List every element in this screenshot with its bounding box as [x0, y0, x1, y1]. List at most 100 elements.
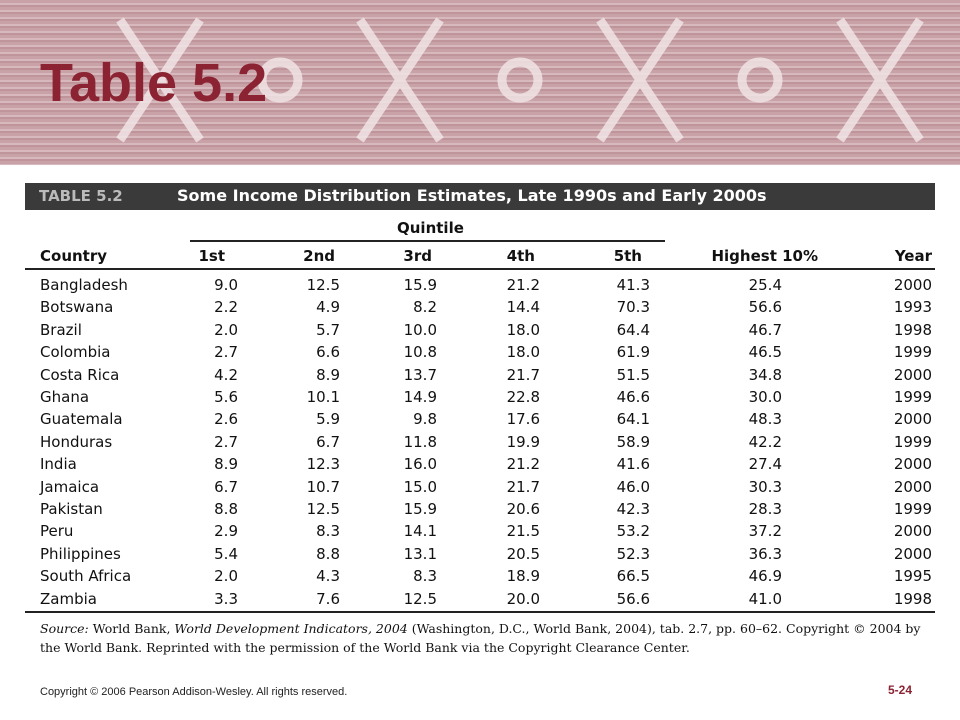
cell: 2.7	[214, 343, 238, 362]
cell: 20.5	[506, 544, 540, 563]
cell: 18.0	[506, 320, 540, 339]
cell: 27.4	[748, 455, 782, 474]
cell: 12.5	[306, 500, 340, 518]
cell: 1998	[893, 320, 932, 339]
source-note: Source: World Bank, World Development In…	[40, 619, 930, 657]
cell: 14.9	[403, 388, 437, 406]
cell: 15.0	[403, 477, 437, 496]
bottom-rule	[25, 611, 935, 613]
cell: 8.8	[214, 500, 238, 518]
cell: 17.6	[506, 410, 540, 429]
cell: 2000	[893, 477, 932, 496]
cell: 61.9	[616, 343, 650, 362]
row-label: Philippines	[40, 544, 121, 563]
cell: 1999	[893, 343, 932, 362]
header-rule	[25, 268, 935, 270]
cell: 2000	[893, 410, 932, 429]
row-label: Jamaica	[40, 477, 100, 496]
cell: 9.0	[214, 276, 238, 294]
column-header: Highest 10%	[711, 247, 818, 265]
cell: 58.9	[616, 432, 650, 451]
cell: 15.9	[403, 276, 437, 294]
cell: 10.1	[306, 388, 340, 406]
source-text: World Bank,	[92, 621, 171, 636]
column-header: 5th	[613, 247, 642, 265]
cell: 4.2	[214, 365, 238, 384]
row-label: Colombia	[40, 343, 111, 362]
cell: 56.6	[748, 298, 782, 317]
cell: 2000	[893, 522, 932, 541]
column-header: 1st	[198, 247, 225, 265]
cell: 9.8	[413, 410, 437, 429]
cell: 64.4	[616, 320, 650, 339]
cell: 18.0	[506, 343, 540, 362]
source-text: (Washington, D.C., World Bank, 2004), ta…	[40, 621, 921, 655]
cell: 12.5	[403, 589, 437, 608]
cell: 46.6	[616, 388, 650, 406]
caption-bar	[25, 183, 935, 210]
cell: 14.4	[506, 298, 540, 317]
cell: 41.0	[748, 589, 782, 608]
cell: 11.8	[403, 432, 437, 451]
row-label: Guatemala	[40, 410, 123, 429]
row-label: Peru	[40, 522, 74, 541]
cell: 10.0	[403, 320, 437, 339]
cell: 8.3	[316, 522, 340, 541]
cell: 4.9	[316, 298, 340, 317]
cell: 52.3	[616, 544, 650, 563]
slide-title: Table 5.2	[40, 53, 268, 113]
cell: 41.3	[616, 276, 650, 294]
cell: 2.0	[214, 567, 238, 586]
cell: 46.0	[616, 477, 650, 496]
cell: 2.9	[214, 522, 238, 541]
banner-pattern	[116, 17, 924, 143]
cell: 8.2	[413, 298, 437, 317]
cell: 2000	[893, 365, 932, 384]
cell: 46.5	[748, 343, 782, 362]
cell: 5.7	[316, 320, 340, 339]
cell: 28.3	[748, 500, 782, 518]
table-caption: Some Income Distribution Estimates, Late…	[177, 186, 767, 205]
banner	[0, 0, 960, 165]
cell: 13.1	[403, 544, 437, 563]
cell: 25.4	[748, 276, 782, 294]
cell: 53.2	[616, 522, 650, 541]
cell: 20.6	[506, 500, 540, 518]
cell: 1999	[893, 500, 932, 518]
cell: 2.0	[214, 320, 238, 339]
source-label: Source:	[40, 621, 89, 636]
cell: 20.0	[506, 589, 540, 608]
column-header: 3rd	[403, 247, 432, 265]
cell: 22.8	[506, 388, 540, 406]
group-rule	[190, 240, 665, 242]
row-label: Bangladesh	[40, 276, 128, 294]
cell: 15.9	[403, 500, 437, 518]
row-label: Zambia	[40, 589, 97, 608]
table-label: TABLE 5.2	[39, 187, 123, 205]
cell: 2000	[893, 544, 932, 563]
cell: 1999	[893, 432, 932, 451]
cell: 21.7	[506, 365, 540, 384]
cell: 2.6	[214, 410, 238, 429]
cell: 2000	[893, 276, 932, 294]
cell: 2.7	[214, 432, 238, 451]
row-label: Honduras	[40, 432, 113, 451]
cell: 14.1	[403, 522, 437, 541]
cell: 6.7	[214, 477, 238, 496]
page-number: 5-24	[888, 683, 913, 697]
cell: 64.1	[616, 410, 650, 429]
cell: 1993	[893, 298, 932, 317]
group-header: Quintile	[397, 219, 464, 237]
cell: 41.6	[616, 455, 650, 474]
cell: 1998	[893, 589, 932, 608]
row-label: Pakistan	[40, 500, 103, 518]
copyright: Copyright © 2006 Pearson Addison-Wesley.…	[40, 686, 348, 698]
cell: 5.9	[316, 410, 340, 429]
cell: 2.2	[214, 298, 238, 317]
cell: 18.9	[506, 567, 540, 586]
cell: 48.3	[748, 410, 782, 429]
cell: 12.5	[306, 276, 340, 294]
cell: 16.0	[403, 455, 437, 474]
cell: 12.3	[306, 455, 340, 474]
cell: 70.3	[616, 298, 650, 317]
